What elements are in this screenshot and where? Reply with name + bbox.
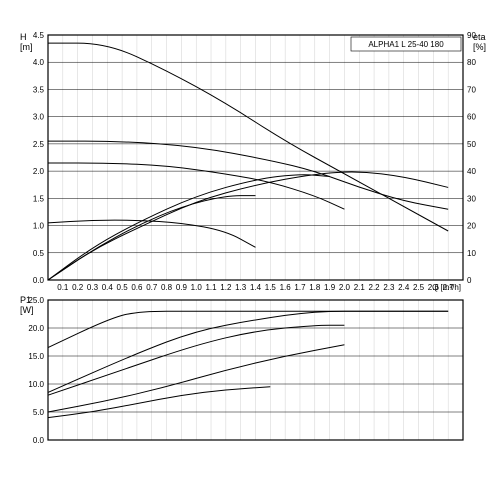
svg-text:0.8: 0.8 [161, 283, 173, 292]
svg-text:0.7: 0.7 [146, 283, 158, 292]
svg-text:1.1: 1.1 [205, 283, 217, 292]
svg-text:0.3: 0.3 [87, 283, 99, 292]
svg-text:10: 10 [467, 249, 476, 258]
svg-text:[%]: [%] [473, 42, 486, 52]
svg-text:1.4: 1.4 [250, 283, 262, 292]
svg-text:0.9: 0.9 [176, 283, 188, 292]
svg-text:2.2: 2.2 [369, 283, 381, 292]
svg-text:1.7: 1.7 [294, 283, 306, 292]
svg-text:1.6: 1.6 [280, 283, 292, 292]
svg-text:0.5: 0.5 [117, 283, 129, 292]
svg-text:1.0: 1.0 [33, 222, 45, 231]
svg-text:0.0: 0.0 [33, 276, 45, 285]
svg-text:80: 80 [467, 58, 476, 67]
svg-text:0.4: 0.4 [102, 283, 114, 292]
svg-text:2.5: 2.5 [413, 283, 425, 292]
svg-text:70: 70 [467, 85, 476, 94]
svg-text:0.6: 0.6 [131, 283, 143, 292]
svg-text:0.0: 0.0 [33, 436, 45, 445]
svg-text:2.3: 2.3 [383, 283, 395, 292]
svg-text:10.0: 10.0 [28, 380, 44, 389]
svg-text:60: 60 [467, 113, 476, 122]
performance-curve [48, 175, 330, 280]
svg-text:4.5: 4.5 [33, 31, 45, 40]
h-axis-label: H [20, 32, 27, 42]
svg-text:5.0: 5.0 [33, 408, 45, 417]
svg-text:0: 0 [467, 276, 472, 285]
performance-curve [48, 311, 448, 347]
svg-text:20.0: 20.0 [28, 324, 44, 333]
svg-text:2.0: 2.0 [33, 167, 45, 176]
eta-axis-label: eta [473, 32, 486, 42]
svg-text:2.5: 2.5 [33, 140, 45, 149]
svg-text:40: 40 [467, 167, 476, 176]
svg-text:1.0: 1.0 [191, 283, 203, 292]
svg-text:1.2: 1.2 [220, 283, 232, 292]
svg-text:[m]: [m] [20, 42, 33, 52]
svg-text:[W]: [W] [20, 305, 34, 315]
pump-chart: { "product_label": "ALPHA1 L 25-40 180",… [0, 0, 500, 500]
svg-text:2.0: 2.0 [339, 283, 351, 292]
svg-text:0.2: 0.2 [72, 283, 84, 292]
performance-curve [48, 311, 448, 392]
svg-text:4.0: 4.0 [33, 58, 45, 67]
svg-text:20: 20 [467, 222, 476, 231]
svg-text:1.9: 1.9 [324, 283, 336, 292]
product-label: ALPHA1 L 25-40 180 [368, 40, 444, 49]
svg-text:50: 50 [467, 140, 476, 149]
svg-text:30: 30 [467, 194, 476, 203]
svg-text:0.5: 0.5 [33, 249, 45, 258]
svg-text:3.5: 3.5 [33, 85, 45, 94]
performance-curve [48, 172, 448, 280]
performance-curve [48, 387, 270, 418]
svg-text:3.0: 3.0 [33, 113, 45, 122]
svg-text:15.0: 15.0 [28, 352, 44, 361]
svg-text:2.1: 2.1 [354, 283, 366, 292]
performance-curve [48, 43, 448, 231]
svg-text:1.5: 1.5 [265, 283, 277, 292]
svg-text:2.4: 2.4 [398, 283, 410, 292]
p1-axis-label: P1 [20, 295, 31, 305]
svg-text:1.5: 1.5 [33, 194, 45, 203]
svg-text:0.1: 0.1 [57, 283, 69, 292]
svg-text:1.8: 1.8 [309, 283, 321, 292]
x-axis-label: Q [m³/h] [432, 283, 461, 292]
chart-svg: 0.0 0.5 1.0 1.5 2.0 2.5 3.0 3.5 4.0 4.5 0 10 20 30 40 5… [0, 0, 500, 500]
svg-text:1.3: 1.3 [235, 283, 247, 292]
